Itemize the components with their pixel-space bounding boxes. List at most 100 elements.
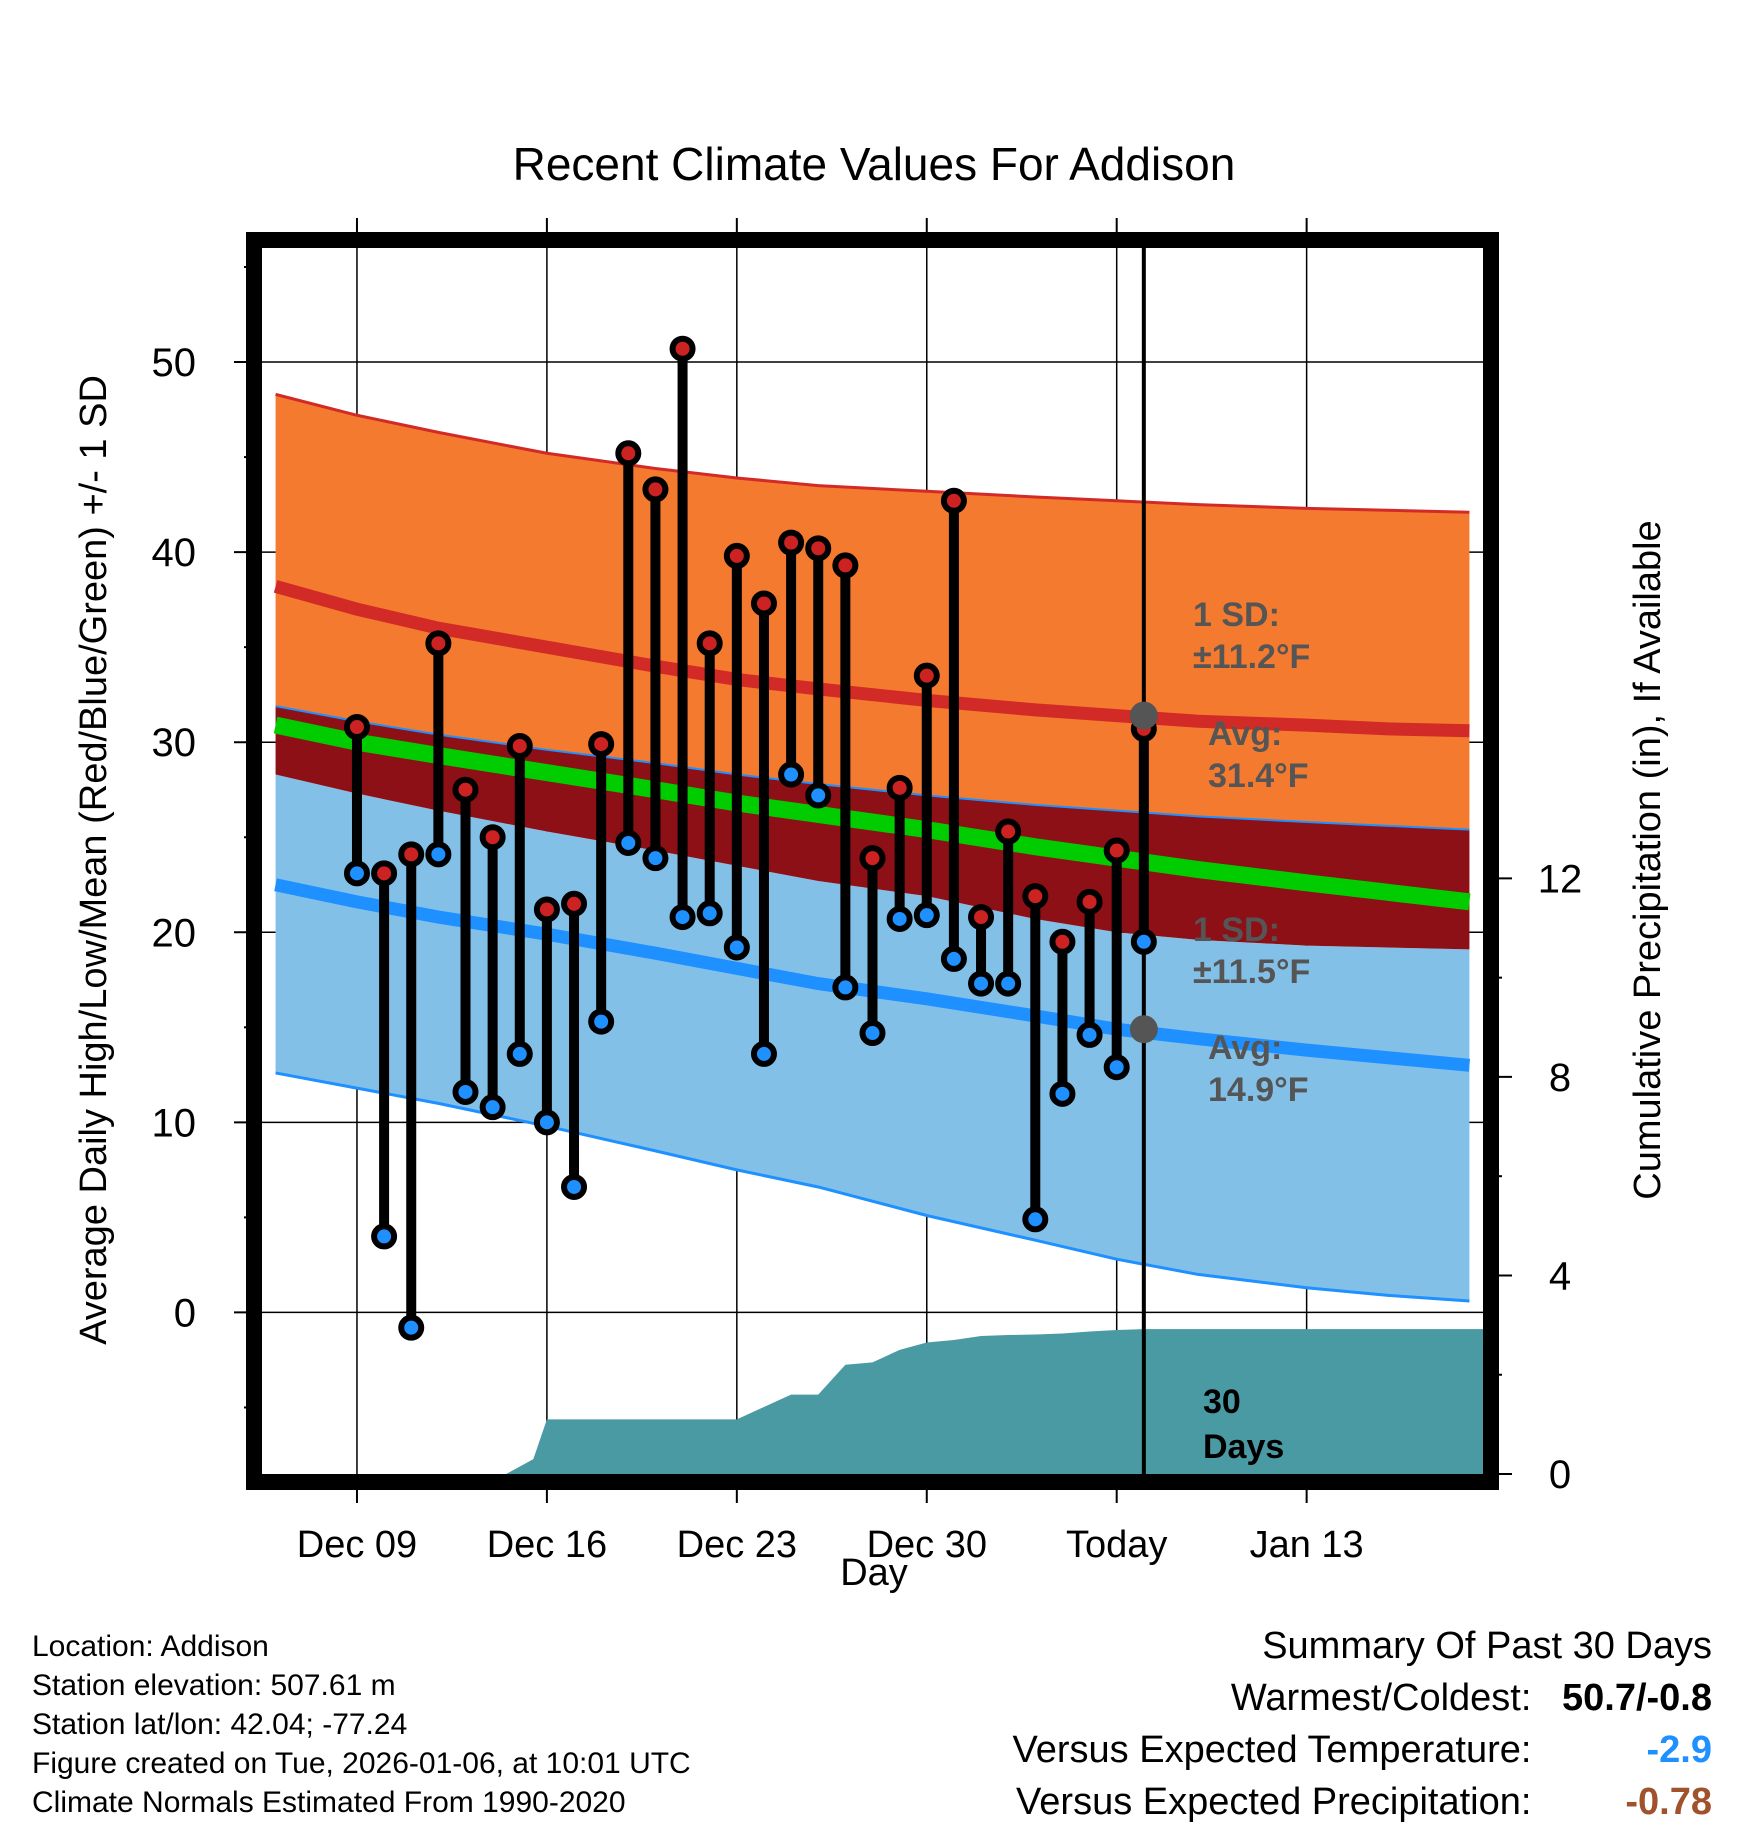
elevation-text: Station elevation: 507.61 m bbox=[32, 1669, 396, 1702]
y-axis-label: Average Daily High/Low/Mean (Red/Blue/Gr… bbox=[73, 375, 115, 1345]
x-tick-label: Jan 13 bbox=[1250, 1524, 1364, 1566]
low-avg-label: Avg: bbox=[1208, 1029, 1282, 1067]
low-point bbox=[859, 1020, 886, 1047]
low-point bbox=[506, 1040, 533, 1067]
high-point bbox=[398, 841, 425, 868]
created-text: Figure created on Tue, 2026-01-06, at 10… bbox=[32, 1747, 691, 1780]
temp-label: Versus Expected Temperature: bbox=[1012, 1729, 1532, 1771]
high-point bbox=[723, 542, 750, 569]
high-point bbox=[995, 818, 1022, 845]
x-axis-label: Day bbox=[840, 1552, 908, 1594]
summary-panel: Summary Of Past 30 Days Warmest/Coldest:… bbox=[1013, 1620, 1712, 1828]
high-point bbox=[778, 529, 805, 556]
low-point bbox=[1130, 928, 1157, 955]
low-point bbox=[913, 902, 940, 929]
y2-tick-label: 12 bbox=[1538, 857, 1583, 901]
x-tick-label: Today bbox=[1066, 1524, 1167, 1566]
y-tick-label: 10 bbox=[152, 1101, 197, 1145]
low-point bbox=[1049, 1080, 1076, 1107]
high-point bbox=[533, 896, 560, 923]
high-point bbox=[940, 487, 967, 514]
temp-value: -2.9 bbox=[1646, 1729, 1712, 1771]
annotations: 1 SD: ±11.2°F Avg: 31.4°F 1 SD: ±11.5°F Avg: 14… bbox=[1129, 596, 1310, 1466]
latlon-text: Station lat/lon: 42.04; -77.24 bbox=[32, 1708, 408, 1741]
high-sd-label: 1 SD: bbox=[1193, 596, 1280, 634]
chart-title: Recent Climate Values For Addison bbox=[513, 138, 1236, 190]
low-point bbox=[995, 970, 1022, 997]
precip-value: -0.78 bbox=[1625, 1781, 1712, 1823]
low-avg-value: 14.9°F bbox=[1208, 1071, 1309, 1109]
low-point bbox=[425, 841, 452, 868]
high-point bbox=[588, 731, 615, 758]
warmest-row: Warmest/Coldest: 50.7/-0.8 bbox=[1013, 1672, 1712, 1724]
high-point bbox=[1022, 883, 1049, 910]
normal-mean-line bbox=[273, 716, 1471, 911]
high-point bbox=[669, 335, 696, 362]
precip-label-days: Days bbox=[1203, 1428, 1284, 1466]
low-point bbox=[696, 900, 723, 927]
axes: 0 10 20 30 40 50 0 4 8 12 Dec 09 Dec 16 Dec 23 Dec 30… bbox=[152, 218, 1583, 1566]
warmest-label: Warmest/Coldest: bbox=[1230, 1677, 1532, 1719]
summary-title: Summary Of Past 30 Days bbox=[1262, 1625, 1712, 1667]
high-point bbox=[750, 590, 777, 617]
location-text: Location: Addison bbox=[32, 1630, 269, 1663]
low-point bbox=[968, 970, 995, 997]
low-point bbox=[642, 845, 669, 872]
high-point bbox=[452, 776, 479, 803]
x-tick-label: Dec 16 bbox=[487, 1524, 607, 1566]
high-sd-value: ±11.2°F bbox=[1193, 638, 1310, 676]
high-point bbox=[886, 774, 913, 801]
daily-range-stems bbox=[351, 348, 1149, 1328]
high-lower-edge bbox=[275, 705, 1470, 831]
low-point bbox=[398, 1314, 425, 1341]
high-point bbox=[371, 860, 398, 887]
warmest-value: 50.7/-0.8 bbox=[1562, 1677, 1712, 1719]
precip-cumulative-area bbox=[262, 1329, 1483, 1474]
low-point bbox=[1076, 1021, 1103, 1048]
high-point bbox=[859, 845, 886, 872]
low-point bbox=[452, 1078, 479, 1105]
low-point bbox=[479, 1094, 506, 1121]
high-upper-edge bbox=[275, 392, 1470, 514]
y-tick-label: 0 bbox=[174, 1291, 196, 1335]
x-tick-label: Dec 23 bbox=[677, 1524, 797, 1566]
station-info: Location: Addison Station elevation: 507… bbox=[32, 1627, 691, 1822]
low-point bbox=[343, 860, 370, 887]
high-point bbox=[968, 904, 995, 931]
low-point bbox=[886, 905, 913, 932]
high-point bbox=[506, 733, 533, 760]
y2-tick-label: 8 bbox=[1549, 1056, 1571, 1100]
climate-chart: Recent Climate Values For Addison 1 SD: ±… bbox=[73, 138, 1669, 1594]
high-point bbox=[561, 890, 588, 917]
low-lower-edge bbox=[275, 1071, 1470, 1303]
y2-tick-label: 4 bbox=[1549, 1254, 1571, 1298]
high-point bbox=[832, 552, 859, 579]
y2-axis-label: Cumulative Precipitation (in), If Availa… bbox=[1627, 520, 1669, 1199]
low-point bbox=[588, 1008, 615, 1035]
low-point bbox=[832, 974, 859, 1001]
today-low-avg-marker bbox=[1129, 1015, 1158, 1044]
low-point bbox=[805, 782, 832, 809]
high-avg-value: 31.4°F bbox=[1208, 757, 1309, 795]
normals-text: Climate Normals Estimated From 1990-2020 bbox=[32, 1786, 626, 1819]
low-point bbox=[750, 1040, 777, 1067]
high-point bbox=[642, 476, 669, 503]
x-tick-label: Dec 30 bbox=[867, 1524, 987, 1566]
daily-points bbox=[343, 335, 1157, 1341]
y-tick-label: 30 bbox=[152, 721, 197, 765]
high-point bbox=[1076, 888, 1103, 915]
precip-label-number: 30 bbox=[1203, 1383, 1241, 1421]
low-point bbox=[778, 761, 805, 788]
x-tick-label: Dec 09 bbox=[297, 1524, 417, 1566]
precip-label: Versus Expected Precipitation: bbox=[1016, 1781, 1532, 1823]
y2-tick-label: 0 bbox=[1549, 1453, 1571, 1497]
high-point bbox=[479, 824, 506, 851]
high-point bbox=[343, 713, 370, 740]
plot-frame bbox=[246, 232, 1499, 1490]
low-point bbox=[533, 1109, 560, 1136]
low-point bbox=[371, 1223, 398, 1250]
high-point bbox=[1103, 837, 1130, 864]
precip-row: Versus Expected Precipitation: -0.78 bbox=[1013, 1776, 1712, 1828]
temp-row: Versus Expected Temperature: -2.9 bbox=[1013, 1724, 1712, 1776]
high-point bbox=[913, 662, 940, 689]
